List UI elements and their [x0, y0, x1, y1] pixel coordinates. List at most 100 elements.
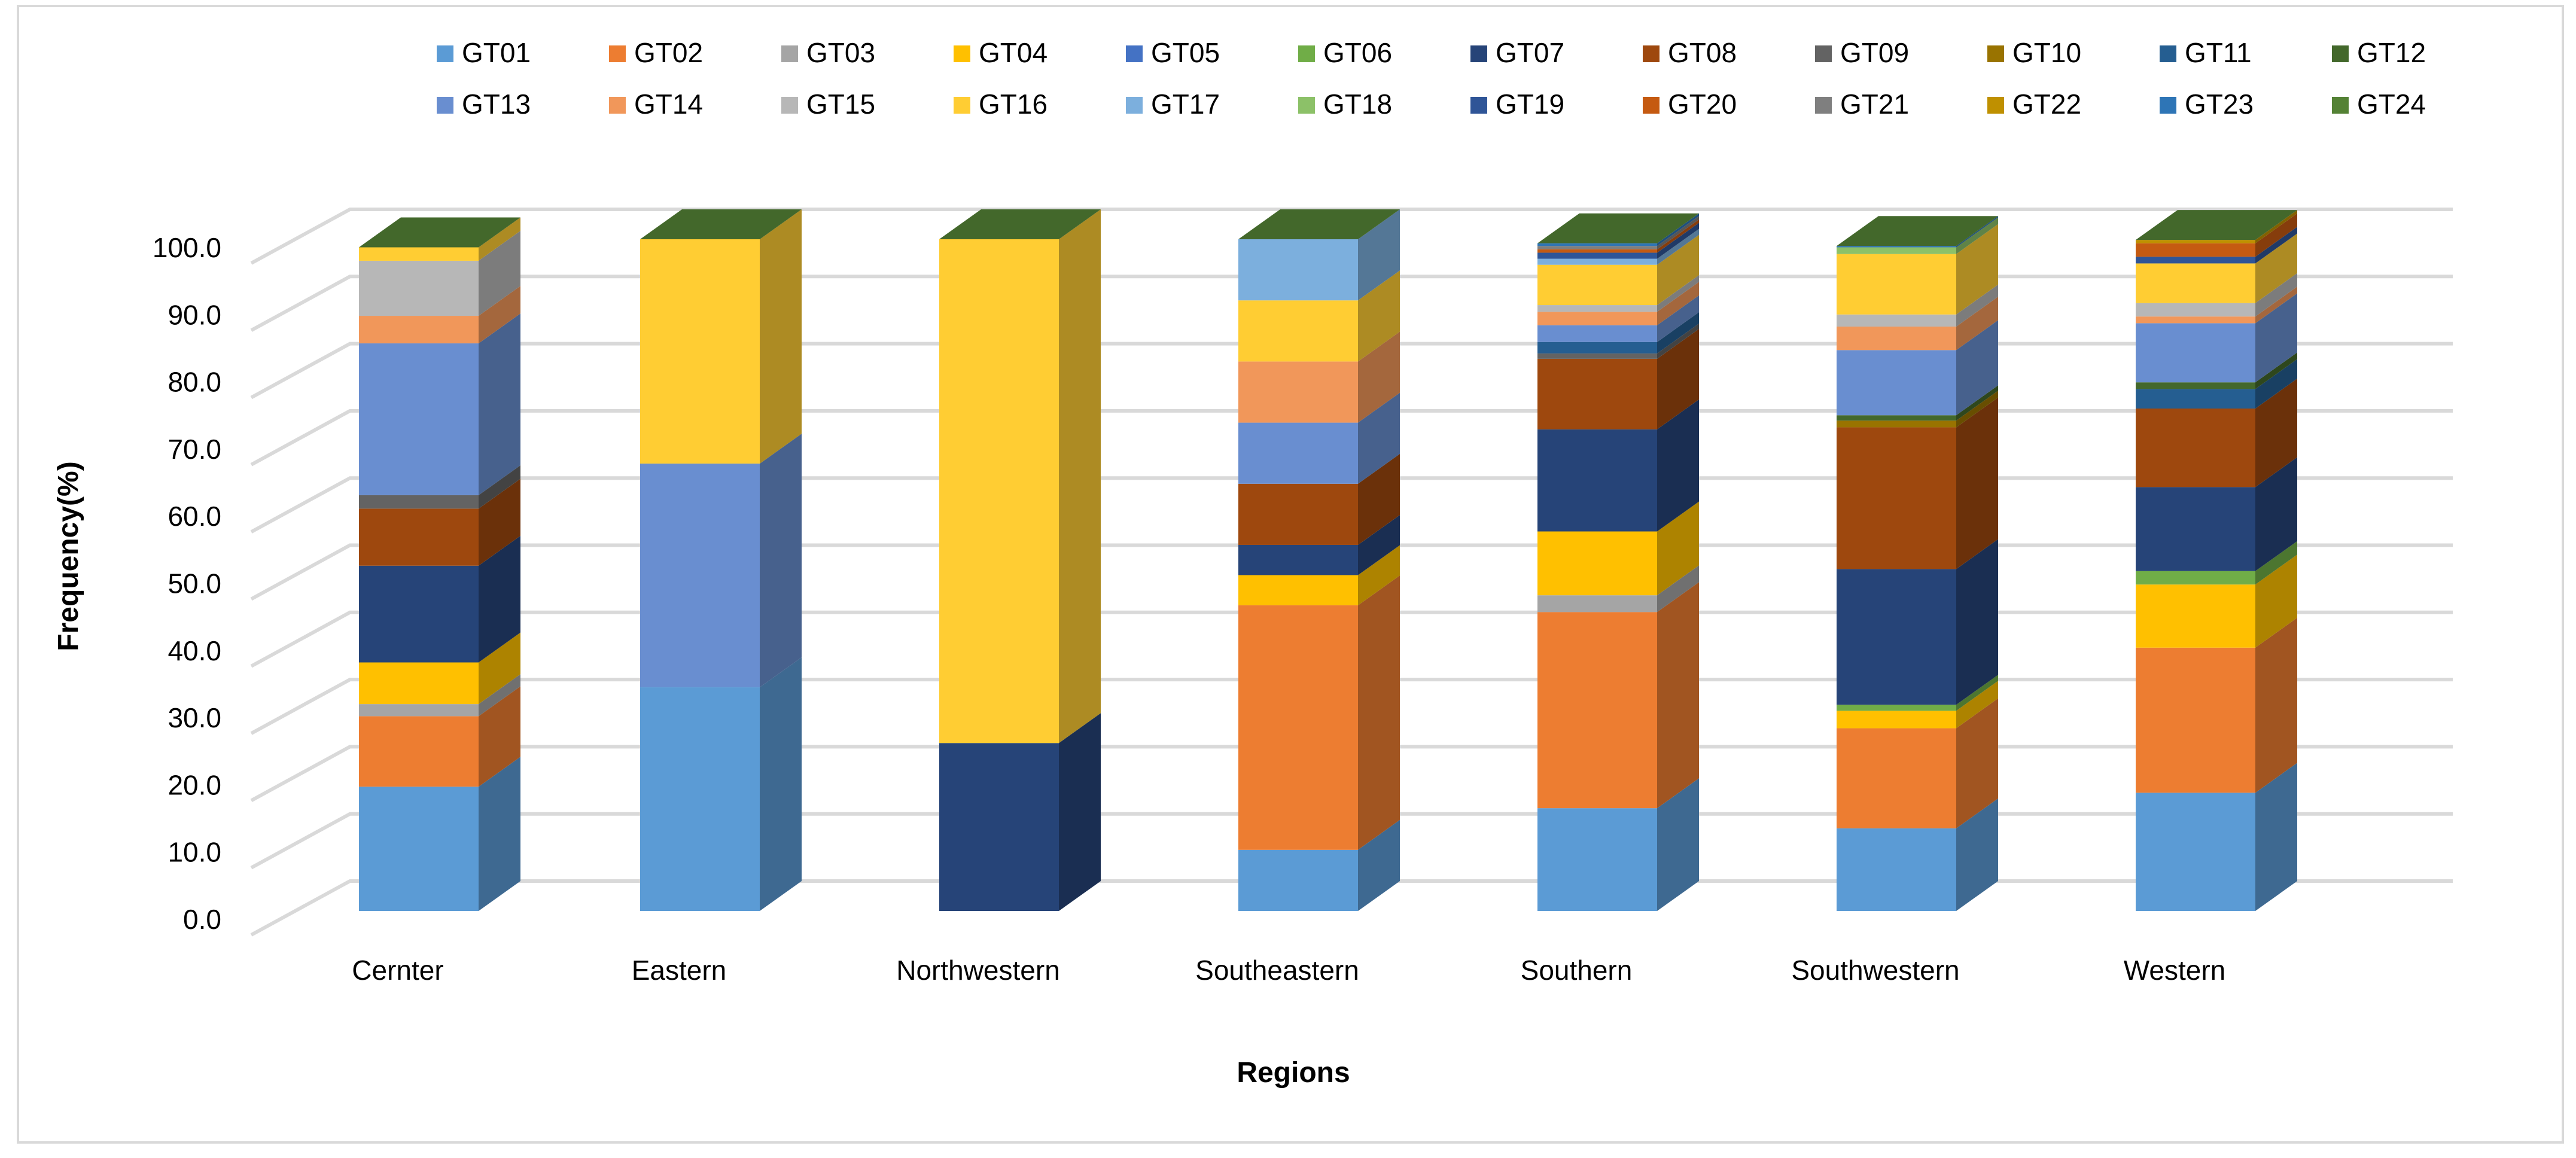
bar-segment-gt01 [2136, 793, 2255, 911]
bar-segment-gt13 [1238, 422, 1358, 484]
bar-group-southwestern [1837, 216, 1998, 911]
bar-segment-gt08 [1238, 483, 1358, 545]
y-axis-ticks: 0.0 10.0 20.0 30.0 40.0 50.0 60.0 70.0 80.0 90.0 1… [153, 232, 221, 935]
bar-top [640, 209, 802, 239]
bar-segment-gt07 [939, 743, 1059, 911]
bar-segment-gt09 [359, 495, 479, 509]
legend-item-gt15: GT15 [781, 89, 875, 120]
y-tick-label: 60.0 [168, 501, 221, 532]
legend-swatch [2332, 97, 2349, 114]
legend-item-gt09: GT09 [1815, 37, 1909, 68]
bar-segment-gt15 [2136, 303, 2255, 317]
legend-swatch [1987, 97, 2004, 114]
bar-side-gt02 [1956, 698, 1998, 828]
bar-side-gt01 [1956, 798, 1998, 911]
bar-side-gt09 [479, 465, 520, 509]
bar-segment-gt14 [2136, 316, 2255, 324]
bar-side-gt15 [479, 230, 520, 316]
bar-side-gt17 [1358, 209, 1400, 301]
legend-item-gt06: GT06 [1298, 37, 1392, 68]
legend-label: GT05 [1151, 37, 1220, 68]
bar-segment-gt08 [1537, 358, 1657, 429]
legend-item-gt17: GT17 [1126, 89, 1220, 120]
legend-item-gt14: GT14 [609, 89, 703, 120]
bar-segment-gt07 [2136, 487, 2255, 571]
bar-segment-gt02 [2136, 647, 2255, 793]
bar-segment-gt07 [1837, 569, 1956, 705]
bar-side-gt08 [479, 479, 520, 566]
bar-segment-gt22 [2136, 240, 2255, 243]
legend-label: GT19 [1496, 89, 1564, 120]
bar-side-gt08 [1657, 328, 1699, 429]
gridlines [250, 208, 2453, 937]
bar-top [359, 217, 520, 248]
gridline [250, 342, 2453, 400]
bar-side-gt16 [479, 217, 520, 261]
legend-item-gt08: GT08 [1643, 37, 1737, 68]
legend: GT01 GT02 GT03 GT04 GT05 GT06 GT07 GT08 GT09 GT10… [437, 37, 2426, 120]
bar-segment-gt08 [359, 508, 479, 566]
legend-item-gt22: GT22 [1987, 89, 2081, 120]
bar-segment-gt08 [1837, 427, 1956, 569]
bar-side-gt01 [2255, 763, 2297, 911]
bar-side-gt06 [1956, 675, 1998, 711]
bar-side-gt13 [1956, 320, 1998, 416]
legend-label: GT10 [2012, 37, 2081, 68]
legend-label: GT18 [1323, 89, 1392, 120]
bar-side-gt13 [2255, 293, 2297, 383]
bar-segment-gt16 [1238, 300, 1358, 362]
bar-segment-gt17 [1238, 239, 1358, 301]
legend-item-gt11: GT11 [2160, 37, 2252, 68]
bar-segment-gt16 [1837, 254, 1956, 315]
bar-segment-gt07 [1537, 429, 1657, 532]
gridline [250, 208, 2453, 265]
bar-side-gt10 [1956, 391, 1998, 428]
bar-side-gt20 [1657, 219, 1699, 253]
y-tick-label: 40.0 [168, 635, 221, 666]
bar-side-gt04 [2255, 554, 2297, 648]
y-tick-label: 30.0 [168, 702, 221, 733]
bar-side-gt16 [1358, 270, 1400, 362]
bar-segment-gt14 [359, 316, 479, 344]
bar-side-gt11 [1657, 312, 1699, 354]
bar-side-gt16 [1059, 209, 1101, 743]
bar-segment-gt04 [1537, 531, 1657, 596]
bar-segment-gt16 [359, 247, 479, 261]
bar-side-gt11 [2255, 359, 2297, 409]
bars [359, 209, 2297, 911]
legend-item-gt03: GT03 [781, 37, 875, 68]
bar-segment-gt12 [1837, 415, 1956, 421]
y-axis-label: Frequency(%) [53, 461, 84, 651]
bar-segment-gt11 [2136, 389, 2255, 409]
bar-side-gt04 [1358, 545, 1400, 606]
legend-swatch [609, 97, 626, 114]
bar-group-eastern [640, 209, 802, 911]
gridline [250, 543, 2453, 601]
legend-swatch [1815, 97, 1832, 114]
bar-segment-gt01 [640, 687, 760, 911]
legend-label: GT09 [1840, 37, 1909, 68]
y-tick-label: 0.0 [183, 904, 221, 935]
y-tick-label: 10.0 [168, 837, 221, 868]
bar-side-gt13 [1358, 392, 1400, 484]
bar-side-gt07 [1657, 399, 1699, 532]
bar-segment-gt12 [2136, 382, 2255, 389]
bar-segment-gt06 [1837, 705, 1956, 711]
bar-segment-gt19 [2136, 257, 2255, 264]
bar-side-gt07 [1059, 713, 1101, 911]
bar-side-gt23 [1657, 213, 1699, 246]
bar-side-gt14 [2255, 287, 2297, 324]
legend-swatch [437, 45, 453, 62]
bar-group-northwestern [939, 209, 1101, 911]
bar-side-gt07 [2255, 457, 2297, 571]
bar-group-western [2136, 210, 2297, 911]
bar-side-gt01 [760, 657, 802, 911]
y-tick-label: 90.0 [168, 299, 221, 330]
bar-segment-gt20 [2136, 243, 2255, 257]
legend-item-gt19: GT19 [1470, 89, 1564, 120]
bar-side-gt15 [1956, 284, 1998, 327]
legend-swatch [1987, 45, 2004, 62]
legend-label: GT04 [979, 37, 1048, 68]
legend-label: GT06 [1323, 37, 1392, 68]
